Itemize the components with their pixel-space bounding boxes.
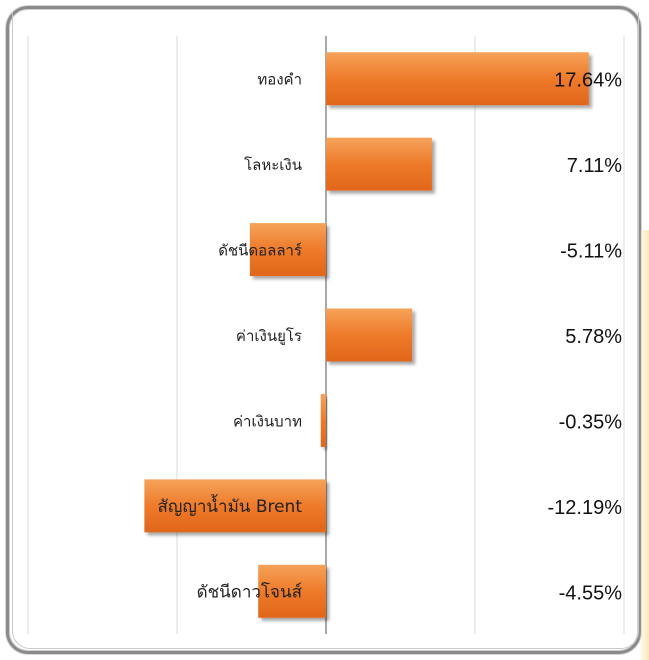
- bar-1: [326, 137, 432, 191]
- value-label-3: 5.78%: [565, 326, 622, 348]
- category-label-0: ทองคำ: [257, 71, 302, 89]
- gridlines: [27, 36, 625, 634]
- category-label-1: โลหะเงิน: [244, 156, 302, 174]
- category-label-4: ค่าเงินบาท: [233, 412, 302, 430]
- value-label-5: -12.19%: [548, 497, 623, 519]
- chart-frame: [6, 6, 641, 654]
- bar-4: [320, 393, 326, 447]
- value-label-2: -5.11%: [560, 241, 622, 263]
- category-label-6: ดัชนีดาวโจนส์: [197, 581, 303, 602]
- value-label-0: 17.64%: [554, 70, 622, 92]
- bar-3: [326, 308, 413, 362]
- category-label-3: ค่าเงินยูโร: [236, 327, 302, 345]
- labels: ทองคำ 17.64% โลหะเงิน 7.11% ดัชนีดอลลาร์ -5.1…: [158, 70, 623, 605]
- bar-2: [249, 223, 326, 277]
- bar-6: [258, 564, 326, 618]
- value-label-1: 7.11%: [567, 155, 622, 177]
- category-label-5: สัญญาน้ำมัน Brent: [158, 494, 303, 517]
- bar-5: [144, 479, 326, 533]
- bars: [144, 52, 589, 618]
- value-label-6: -4.55%: [559, 582, 623, 604]
- category-label-2: ดัชนีดอลลาร์: [218, 242, 302, 260]
- bar-0: [326, 52, 589, 106]
- edge-glow: [639, 230, 649, 660]
- value-label-4: -0.35%: [559, 411, 623, 433]
